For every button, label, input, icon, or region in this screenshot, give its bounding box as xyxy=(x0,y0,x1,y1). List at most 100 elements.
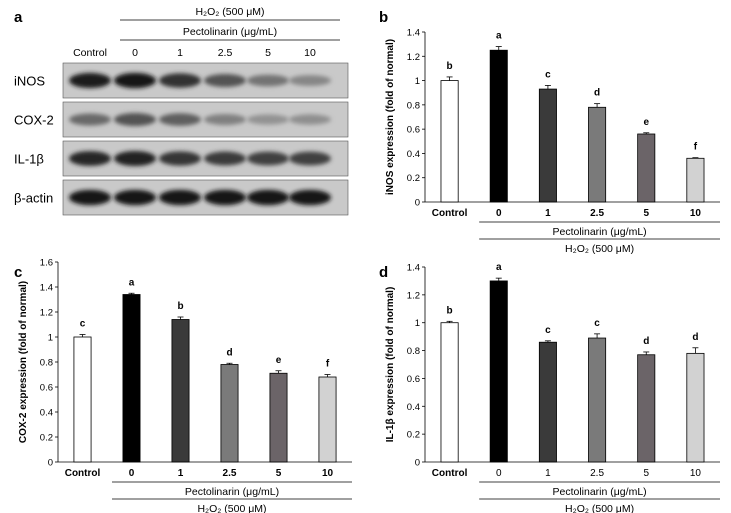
significance-letter: e xyxy=(643,117,649,128)
blot-band xyxy=(114,113,156,126)
y-tick-label: 1.4 xyxy=(407,263,420,274)
y-tick-label: 0 xyxy=(415,458,420,469)
y-tick-label: 1 xyxy=(415,318,420,329)
y-tick-label: 0.2 xyxy=(407,430,420,441)
significance-letter: a xyxy=(129,277,135,288)
bar xyxy=(73,336,92,463)
blot-row-label: IL-1β xyxy=(14,152,44,167)
blot-band xyxy=(247,151,289,166)
bar xyxy=(637,133,656,203)
blot-lane-label: 0 xyxy=(132,47,138,59)
panel-b-chart: b 0 0.2 0.4 0.6 0.8 1 1.2 1.4 iNOS expression (f… xyxy=(379,9,720,255)
blot-band xyxy=(247,74,289,87)
category-label: 1 xyxy=(545,468,551,479)
blot-row-label: iNOS xyxy=(14,74,45,89)
group-label-compound: Pectolinarin (μg/mL) xyxy=(185,486,279,498)
panel-d-chart: d 0 0.2 0.4 0.6 0.8 1 1.2 1.4 IL-1β expression (… xyxy=(379,262,720,513)
blot-rows: iNOS COX-2 IL-1β β-actin xyxy=(14,62,349,216)
blot-lane-label: 10 xyxy=(304,47,316,59)
blot-band xyxy=(69,72,111,89)
y-tick-label: 1.2 xyxy=(40,308,53,319)
category-label: 10 xyxy=(690,208,702,219)
blot-band xyxy=(159,151,201,166)
category-label: 5 xyxy=(643,468,649,479)
y-tick-label: 0.4 xyxy=(407,149,420,160)
significance-letter: c xyxy=(545,69,551,80)
y-tick-label: 0.8 xyxy=(407,346,420,357)
significance-letter: b xyxy=(177,301,183,312)
blot-lane-label: 2.5 xyxy=(218,47,233,59)
blot-lane-label: Control xyxy=(73,47,107,59)
blot-band xyxy=(69,113,111,126)
blot-band xyxy=(289,151,331,166)
category-label: 1 xyxy=(178,468,184,479)
category-label: 5 xyxy=(643,208,649,219)
blot-band xyxy=(204,189,246,206)
y-tick-label: 0.2 xyxy=(40,433,53,444)
bar xyxy=(440,322,459,463)
category-label: 0 xyxy=(129,468,135,479)
y-tick-label: 1.2 xyxy=(407,290,420,301)
significance-letter: e xyxy=(276,355,282,366)
significance-letter: d xyxy=(594,88,600,99)
y-tick-label: 1 xyxy=(415,76,420,87)
y-tick-label: 0.8 xyxy=(407,100,420,111)
category-label: 10 xyxy=(322,468,334,479)
category-label: Control xyxy=(432,468,468,479)
blot-lane-labels: Control 0 1 2.5 5 10 xyxy=(73,47,316,59)
y-tick-label: 0.6 xyxy=(40,383,53,394)
category-label: 2.5 xyxy=(590,468,604,479)
y-tick-label: 1.4 xyxy=(407,28,420,39)
y-axis-label: iNOS expression (fold of normal) xyxy=(385,39,396,195)
bar xyxy=(269,372,288,463)
category-label: Control xyxy=(65,468,101,479)
blot-row-label: β-actin xyxy=(14,191,53,206)
group-label-treatment: H₂O₂ (500 μM) xyxy=(197,503,266,513)
y-tick-label: 1.6 xyxy=(40,258,53,269)
significance-letter: f xyxy=(326,359,330,370)
significance-letter: c xyxy=(80,319,86,330)
panel-c-chart: c 0 0.2 0.4 0.6 0.8 1 1.2 1.4 1.6 COX-2 expressio… xyxy=(14,258,352,513)
significance-letter: a xyxy=(496,31,502,42)
bar xyxy=(588,337,607,463)
y-tick-label: 1.2 xyxy=(407,52,420,63)
bar xyxy=(122,294,141,463)
panel-label-b: b xyxy=(379,9,388,26)
y-tick-label: 0.4 xyxy=(40,408,53,419)
bar xyxy=(489,49,508,203)
significance-letter: b xyxy=(447,305,453,316)
y-tick-label: 0 xyxy=(415,198,420,209)
group-label-treatment: H₂O₂ (500 μM) xyxy=(565,503,634,513)
category-label: 2.5 xyxy=(223,468,237,479)
category-label: 0 xyxy=(496,208,502,219)
category-label: 1 xyxy=(545,208,551,219)
blot-band xyxy=(289,75,331,86)
category-label: 10 xyxy=(690,468,702,479)
blot-band xyxy=(289,189,331,206)
blot-treatment-label: H₂O₂ (500 μM) xyxy=(195,6,264,18)
blot-band xyxy=(114,189,156,206)
blot-band xyxy=(247,114,289,125)
blot-band xyxy=(69,189,111,206)
bar xyxy=(440,80,459,203)
blot-band xyxy=(204,74,246,87)
category-label: 0 xyxy=(496,468,502,479)
panel-a-blot: a H₂O₂ (500 μM) Pectolinarin (μg/mL) Con… xyxy=(14,6,349,216)
bar xyxy=(637,354,656,463)
significance-letter: c xyxy=(594,318,600,329)
panel-label-c: c xyxy=(14,264,22,281)
significance-letter: c xyxy=(545,325,551,336)
group-label-compound: Pectolinarin (μg/mL) xyxy=(552,226,646,238)
y-tick-label: 0.6 xyxy=(407,125,420,136)
category-label: Control xyxy=(432,208,468,219)
bar xyxy=(686,352,705,463)
category-label: 5 xyxy=(276,468,282,479)
blot-band xyxy=(159,73,201,88)
blot-band xyxy=(204,151,246,166)
y-tick-label: 1.4 xyxy=(40,283,53,294)
significance-letter: d xyxy=(226,347,232,358)
blot-compound-label: Pectolinarin (μg/mL) xyxy=(183,26,277,38)
blot-band xyxy=(247,189,289,206)
blot-band xyxy=(69,151,111,166)
